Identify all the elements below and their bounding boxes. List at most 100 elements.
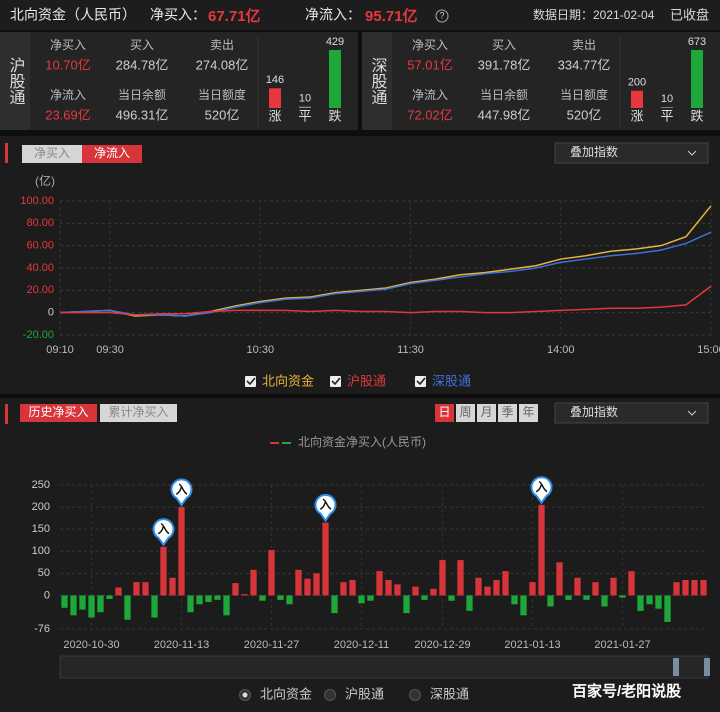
legend-label[interactable]: 沪股通	[347, 373, 386, 388]
bar[interactable]	[187, 595, 194, 613]
bar[interactable]	[133, 582, 140, 596]
tab[interactable]	[22, 145, 82, 163]
bar[interactable]	[250, 569, 257, 596]
radio-label[interactable]: 北向资金	[260, 686, 312, 701]
bar[interactable]	[178, 507, 185, 596]
bar[interactable]	[457, 560, 464, 596]
period-label[interactable]: 周	[459, 405, 471, 419]
bar[interactable]	[97, 595, 104, 613]
bar[interactable]	[538, 504, 545, 596]
period-button[interactable]	[456, 404, 475, 422]
bar[interactable]	[583, 595, 590, 600]
bar[interactable]	[79, 595, 86, 610]
bar[interactable]	[421, 595, 428, 600]
tab[interactable]	[20, 404, 97, 422]
bar[interactable]	[304, 578, 311, 596]
bar[interactable]	[61, 595, 68, 608]
bar[interactable]	[682, 579, 689, 596]
bar[interactable]	[439, 560, 446, 596]
period-label[interactable]: 年	[522, 405, 534, 419]
tab[interactable]	[82, 145, 142, 163]
bar[interactable]	[655, 595, 662, 609]
bar[interactable]	[106, 595, 113, 599]
bar[interactable]	[592, 582, 599, 596]
bar[interactable]	[646, 595, 653, 605]
legend-checkbox[interactable]	[245, 376, 256, 387]
radio-label[interactable]: 沪股通	[345, 686, 384, 701]
period-label[interactable]: 季	[501, 405, 513, 419]
bar[interactable]	[475, 577, 482, 596]
bar[interactable]	[277, 595, 284, 600]
bar[interactable]	[574, 577, 581, 596]
bar[interactable]	[502, 571, 509, 596]
tab[interactable]	[100, 404, 177, 422]
bar[interactable]	[664, 595, 671, 622]
bar[interactable]	[466, 595, 473, 611]
bar[interactable]	[520, 595, 527, 616]
period-button[interactable]	[477, 404, 496, 422]
navigator[interactable]	[59, 655, 709, 679]
bar[interactable]	[223, 595, 230, 616]
tab-label[interactable]: 净买入	[34, 146, 70, 160]
bar[interactable]	[241, 594, 248, 596]
bar[interactable]	[547, 595, 554, 607]
bar[interactable]	[610, 577, 617, 596]
dropdown-label[interactable]: 叠加指数	[570, 144, 618, 159]
bar[interactable]	[160, 546, 167, 596]
bar[interactable]	[376, 571, 383, 596]
bar[interactable]	[430, 588, 437, 596]
bar[interactable]	[628, 571, 635, 596]
bar[interactable]	[349, 579, 356, 596]
bar[interactable]	[601, 595, 608, 607]
bar[interactable]	[286, 595, 293, 605]
legend-checkbox[interactable]	[330, 376, 341, 387]
bar[interactable]	[115, 587, 122, 596]
bar[interactable]	[313, 573, 320, 596]
help-icon[interactable]	[435, 9, 449, 23]
bar[interactable]	[340, 582, 347, 596]
bar[interactable]	[70, 595, 77, 616]
navigator-handle[interactable]	[673, 658, 679, 676]
dropdown[interactable]	[554, 142, 709, 164]
legend-label[interactable]: 北向资金	[262, 373, 314, 388]
radio[interactable]	[409, 689, 421, 701]
legend-checkbox[interactable]	[415, 376, 426, 387]
period-label[interactable]: 日	[438, 405, 450, 419]
bar[interactable]	[529, 582, 536, 596]
dropdown-label[interactable]: 叠加指数	[570, 404, 618, 419]
bar[interactable]	[322, 522, 329, 596]
bar[interactable]	[691, 579, 698, 596]
tab-label[interactable]: 净流入	[94, 146, 130, 160]
bar[interactable]	[214, 595, 221, 600]
radio[interactable]	[324, 689, 336, 701]
bar[interactable]	[259, 595, 266, 601]
period-button[interactable]	[498, 404, 517, 422]
bar[interactable]	[295, 569, 302, 596]
bar[interactable]	[232, 583, 239, 596]
bar[interactable]	[412, 586, 419, 596]
bar[interactable]	[196, 595, 203, 605]
bar[interactable]	[403, 595, 410, 614]
bar[interactable]	[448, 595, 455, 601]
bar[interactable]	[484, 586, 491, 596]
help-text[interactable]: ?	[439, 10, 444, 20]
period-button[interactable]	[519, 404, 538, 422]
bar[interactable]	[142, 582, 149, 596]
radio-label[interactable]: 深股通	[430, 686, 469, 701]
bar[interactable]	[358, 595, 365, 604]
bar[interactable]	[511, 595, 518, 605]
bar[interactable]	[619, 595, 626, 598]
bar[interactable]	[205, 595, 212, 603]
bar[interactable]	[394, 584, 401, 596]
bar[interactable]	[385, 579, 392, 596]
bar[interactable]	[169, 577, 176, 596]
dropdown[interactable]	[554, 402, 709, 424]
bar[interactable]	[556, 562, 563, 596]
bar[interactable]	[565, 595, 572, 600]
bar[interactable]	[637, 595, 644, 611]
bar[interactable]	[673, 582, 680, 596]
bar[interactable]	[268, 549, 275, 596]
bar[interactable]	[331, 595, 338, 614]
bar[interactable]	[367, 595, 374, 601]
tab-label[interactable]: 累计净买入	[108, 405, 168, 419]
